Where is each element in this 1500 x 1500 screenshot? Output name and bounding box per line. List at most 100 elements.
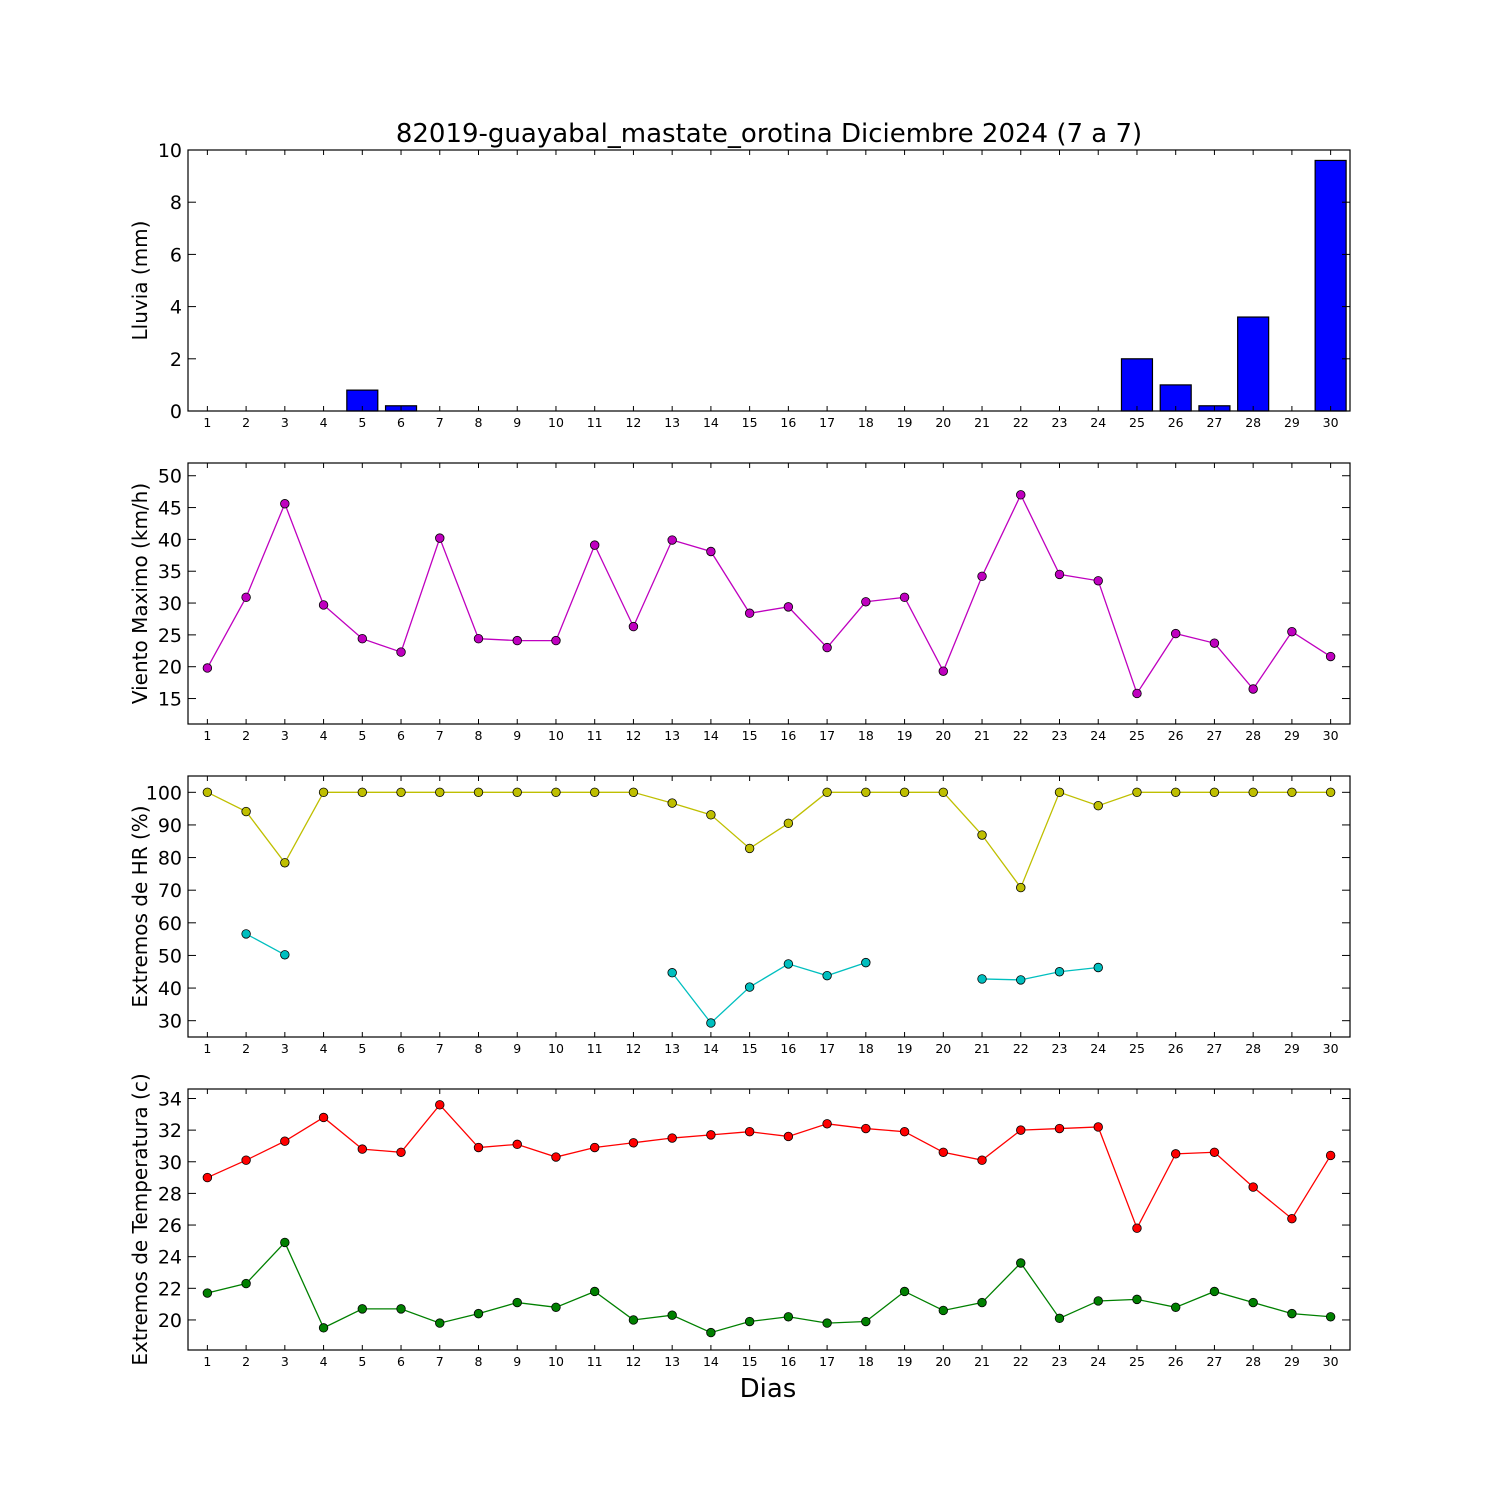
temperature-series-1-point-14 xyxy=(706,1327,716,1338)
humidity-series-1-point-14 xyxy=(706,1018,716,1028)
chart-title: 82019-guayabal_mastate_orotina Diciembre… xyxy=(396,119,1142,149)
temperature-xtick-label: 11 xyxy=(587,1354,603,1369)
temperature-xtick-label: 29 xyxy=(1284,1354,1300,1369)
temperature-xtick-label: 6 xyxy=(397,1354,405,1369)
max-wind-ytick-label: 20 xyxy=(158,657,182,679)
temperature-ytick-label: 32 xyxy=(158,1120,182,1142)
max-wind-ytick-label: 50 xyxy=(158,466,182,488)
humidity-series-0-point-19 xyxy=(899,787,910,798)
max-wind-xtick-label: 9 xyxy=(513,728,521,743)
humidity-xtick-label: 26 xyxy=(1168,1041,1184,1056)
humidity-series-0-point-23 xyxy=(1054,787,1065,798)
max-wind-xtick-label: 7 xyxy=(436,728,444,743)
humidity-series-0-point-12 xyxy=(628,787,639,798)
max-wind-series-0-point-20 xyxy=(938,666,949,676)
max-wind-xtick-label: 1 xyxy=(203,728,211,743)
temperature-series-1-point-2 xyxy=(241,1278,251,1289)
temperature-series-1-point-22 xyxy=(1016,1258,1026,1268)
max-wind-series-0-point-17 xyxy=(822,642,832,653)
rainfall-xtick-label: 17 xyxy=(819,415,835,430)
max-wind-axes-frame xyxy=(187,462,1351,725)
temperature-series-0-point-4 xyxy=(318,1112,329,1123)
temperature-xtick-label: 23 xyxy=(1052,1354,1068,1369)
temperature-series-1-point-5 xyxy=(357,1304,368,1314)
max-wind-xtick-label: 5 xyxy=(358,728,366,743)
max-wind-ytick-label: 35 xyxy=(158,561,182,583)
max-wind-series-0-point-13 xyxy=(667,535,677,545)
humidity-xtick-label: 5 xyxy=(358,1041,366,1056)
rainfall-xtick-label: 2 xyxy=(242,415,250,430)
humidity-series-1-point-21 xyxy=(977,974,987,984)
temperature-xtick-label: 18 xyxy=(858,1354,874,1369)
temperature-series-0-point-24 xyxy=(1093,1122,1103,1132)
max-wind-ytick-label: 25 xyxy=(158,625,182,647)
humidity-xtick-label: 15 xyxy=(742,1041,758,1056)
temperature-ytick-label: 28 xyxy=(158,1183,182,1205)
temperature-xtick-label: 3 xyxy=(281,1354,289,1369)
temperature-series-1-point-28 xyxy=(1248,1297,1258,1308)
humidity-series-0-point-24 xyxy=(1093,800,1103,811)
humidity-xtick-label: 27 xyxy=(1206,1041,1222,1056)
temperature-series-1-point-9 xyxy=(512,1297,522,1308)
temperature-xtick-label: 10 xyxy=(548,1354,564,1369)
temperature-series-0-point-1 xyxy=(202,1172,213,1183)
humidity-series-0-point-21 xyxy=(977,830,987,840)
humidity-xtick-label: 2 xyxy=(242,1041,250,1056)
rainfall-ytick-label: 4 xyxy=(170,297,182,319)
temperature-xtick-label: 28 xyxy=(1245,1354,1261,1369)
temperature-series-1-point-30 xyxy=(1325,1312,1336,1322)
temperature-series-0-point-3 xyxy=(280,1136,290,1146)
temperature-series-0-point-14 xyxy=(706,1130,716,1140)
humidity-xtick-label: 8 xyxy=(475,1041,483,1056)
humidity-series-1-point-16 xyxy=(783,959,794,969)
rainfall-xtick-label: 1 xyxy=(203,415,211,430)
temperature-series-0-point-23 xyxy=(1054,1123,1065,1134)
max-wind-xtick-label: 6 xyxy=(397,728,405,743)
temperature-series-1-point-12 xyxy=(628,1315,639,1325)
max-wind-series-0-point-8 xyxy=(473,634,484,644)
humidity-xtick-label: 29 xyxy=(1284,1041,1300,1056)
temperature-xtick-label: 30 xyxy=(1323,1354,1339,1369)
temperature-ytick-label: 26 xyxy=(158,1215,182,1237)
max-wind-xtick-label: 12 xyxy=(625,728,641,743)
humidity-series-0-point-13 xyxy=(667,798,677,808)
temperature-series-1-point-10 xyxy=(551,1302,561,1312)
temperature-ytick-label: 22 xyxy=(158,1278,182,1300)
rainfall-xtick-label: 18 xyxy=(858,415,874,430)
humidity-ytick-label: 30 xyxy=(158,1011,182,1033)
temperature-xtick-label: 20 xyxy=(935,1354,951,1369)
temperature-series-0-point-15 xyxy=(744,1127,755,1137)
temperature-series-1-point-7 xyxy=(435,1318,445,1328)
temperature-series-0-line-0 xyxy=(207,1103,1332,1230)
humidity-xtick-label: 30 xyxy=(1323,1041,1339,1056)
humidity-ytick-label: 90 xyxy=(158,815,182,837)
temperature-xtick-label: 22 xyxy=(1013,1354,1029,1369)
temperature-series-0-point-17 xyxy=(822,1119,832,1129)
max-wind-series-0-point-11 xyxy=(590,540,600,550)
temperature-xtick-label: 17 xyxy=(819,1354,835,1369)
max-wind-series-0-point-18 xyxy=(861,597,871,607)
temperature-ytick-label: 34 xyxy=(158,1088,182,1110)
rainfall-xtick-label: 12 xyxy=(625,415,641,430)
humidity-ytick-label: 80 xyxy=(158,848,182,870)
temperature-extremes-panel: 1 2 3 4 5 6 7 8 9 10 11 12 13 14 15 16 17 18 19 20 21 22 23 24 2… xyxy=(128,1073,1351,1369)
temperature-xtick-label: 21 xyxy=(974,1354,990,1369)
humidity-series-0-point-8 xyxy=(473,787,484,798)
temperature-series-0-point-20 xyxy=(938,1147,949,1157)
temperature-series-0-point-25 xyxy=(1132,1223,1142,1233)
max-wind-series-0-point-12 xyxy=(628,621,639,632)
temperature-xtick-label: 7 xyxy=(436,1354,444,1369)
temperature-xtick-label: 2 xyxy=(242,1354,250,1369)
rainfall-xtick-label: 10 xyxy=(548,415,564,430)
max-wind-xtick-label: 26 xyxy=(1168,728,1184,743)
temperature-xtick-label: 12 xyxy=(625,1354,641,1369)
rainfall-xtick-label: 23 xyxy=(1052,415,1068,430)
max-wind-series-0-point-28 xyxy=(1248,684,1258,694)
max-wind-series-0-line-0 xyxy=(206,493,1331,695)
humidity-xtick-label: 24 xyxy=(1090,1041,1106,1056)
max-wind-xtick-label: 13 xyxy=(664,728,680,743)
rainfall-xtick-label: 28 xyxy=(1245,415,1261,430)
max-wind-xtick-label: 16 xyxy=(780,728,796,743)
temperature-series-0-point-26 xyxy=(1170,1149,1181,1159)
max-wind-xtick-label: 10 xyxy=(548,728,564,743)
